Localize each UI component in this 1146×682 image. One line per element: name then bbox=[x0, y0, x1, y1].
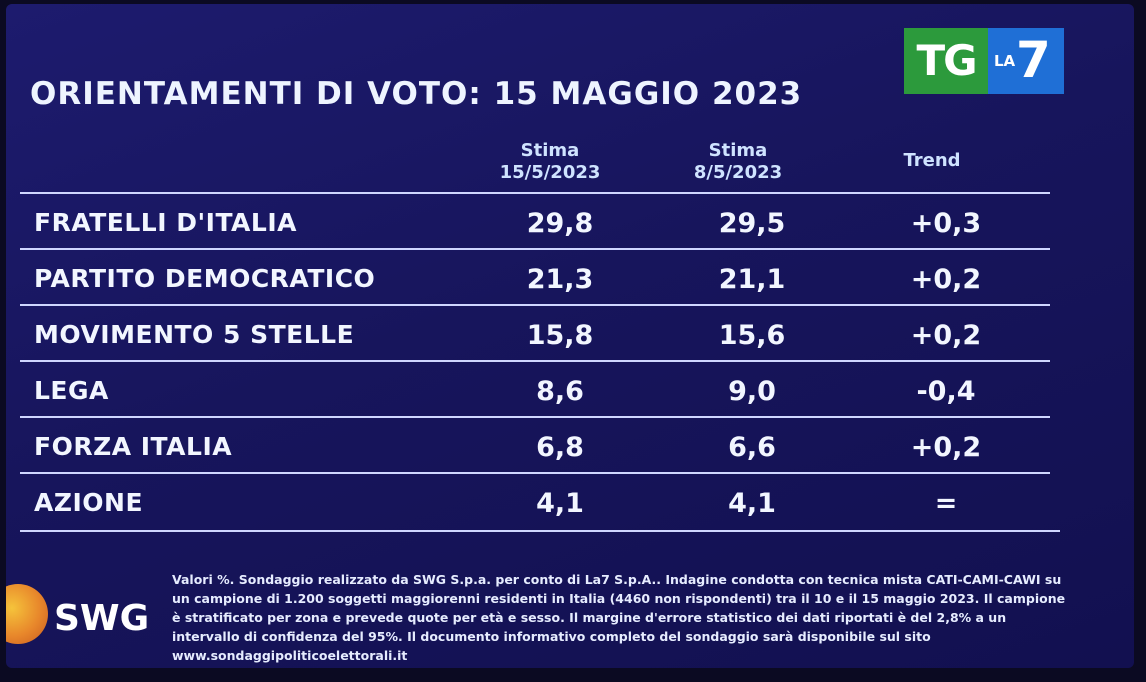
party-name: MOVIMENTO 5 STELLE bbox=[34, 320, 355, 349]
column-header-line1: Stima bbox=[708, 140, 768, 161]
table-row: MOVIMENTO 5 STELLE 15,8 15,6 +0,2 bbox=[20, 304, 1050, 362]
la7-logo-la: LA bbox=[994, 52, 1016, 70]
table-row: PARTITO DEMOCRATICO 21,3 21,1 +0,2 bbox=[20, 248, 1050, 306]
value-stima-8: 6,6 bbox=[728, 432, 776, 463]
swg-logo-text: SWG bbox=[54, 598, 150, 639]
party-name: FORZA ITALIA bbox=[34, 432, 233, 461]
value-stima-15: 15,8 bbox=[526, 320, 594, 351]
tg-logo-text: TG bbox=[904, 28, 988, 94]
party-name: FRATELLI D'ITALIA bbox=[34, 208, 297, 237]
swg-logo: SWG bbox=[6, 580, 166, 660]
table-row: AZIONE 4,1 4,1 = bbox=[20, 472, 1050, 530]
table-bottom-rule bbox=[20, 530, 1060, 532]
column-header-stima-8: Stima 8/5/2023 bbox=[658, 140, 818, 184]
column-header-trend: Trend bbox=[852, 150, 1012, 172]
column-header-line1: Stima bbox=[520, 140, 580, 161]
page-title: ORIENTAMENTI DI VOTO: 15 MAGGIO 2023 bbox=[30, 76, 803, 112]
tg-la7-logo: TG LA 7 bbox=[904, 28, 1064, 94]
value-trend: +0,2 bbox=[910, 432, 982, 463]
value-stima-8: 21,1 bbox=[718, 264, 786, 295]
swg-globe-icon bbox=[6, 584, 48, 644]
value-stima-8: 4,1 bbox=[728, 488, 776, 519]
value-stima-8: 15,6 bbox=[718, 320, 786, 351]
value-stima-8: 9,0 bbox=[728, 376, 776, 407]
column-header-line2: 15/5/2023 bbox=[499, 162, 601, 183]
value-trend: +0,2 bbox=[910, 264, 982, 295]
value-trend: +0,2 bbox=[910, 320, 982, 351]
column-header-line1: Trend bbox=[903, 150, 961, 171]
column-header-stima-15: Stima 15/5/2023 bbox=[470, 140, 630, 184]
table-row: LEGA 8,6 9,0 -0,4 bbox=[20, 360, 1050, 418]
table-row: FORZA ITALIA 6,8 6,6 +0,2 bbox=[20, 416, 1050, 474]
tv-screen: ORIENTAMENTI DI VOTO: 15 MAGGIO 2023 TG … bbox=[6, 4, 1134, 668]
party-name: PARTITO DEMOCRATICO bbox=[34, 264, 376, 293]
value-trend: +0,3 bbox=[910, 208, 982, 239]
party-name: AZIONE bbox=[34, 488, 144, 517]
party-name: LEGA bbox=[34, 376, 109, 405]
value-trend: = bbox=[934, 488, 958, 519]
value-stima-15: 29,8 bbox=[526, 208, 594, 239]
la7-logo: LA 7 bbox=[988, 28, 1064, 94]
la7-logo-seven: 7 bbox=[1016, 31, 1051, 89]
value-stima-15: 21,3 bbox=[526, 264, 594, 295]
value-stima-15: 8,6 bbox=[536, 376, 584, 407]
value-stima-15: 4,1 bbox=[536, 488, 584, 519]
table-row: FRATELLI D'ITALIA 29,8 29,5 +0,3 bbox=[20, 192, 1050, 250]
column-header-line2: 8/5/2023 bbox=[693, 162, 783, 183]
value-trend: -0,4 bbox=[916, 376, 976, 407]
value-stima-8: 29,5 bbox=[718, 208, 786, 239]
value-stima-15: 6,8 bbox=[536, 432, 584, 463]
methodology-footnote: Valori %. Sondaggio realizzato da SWG S.… bbox=[172, 572, 1066, 663]
